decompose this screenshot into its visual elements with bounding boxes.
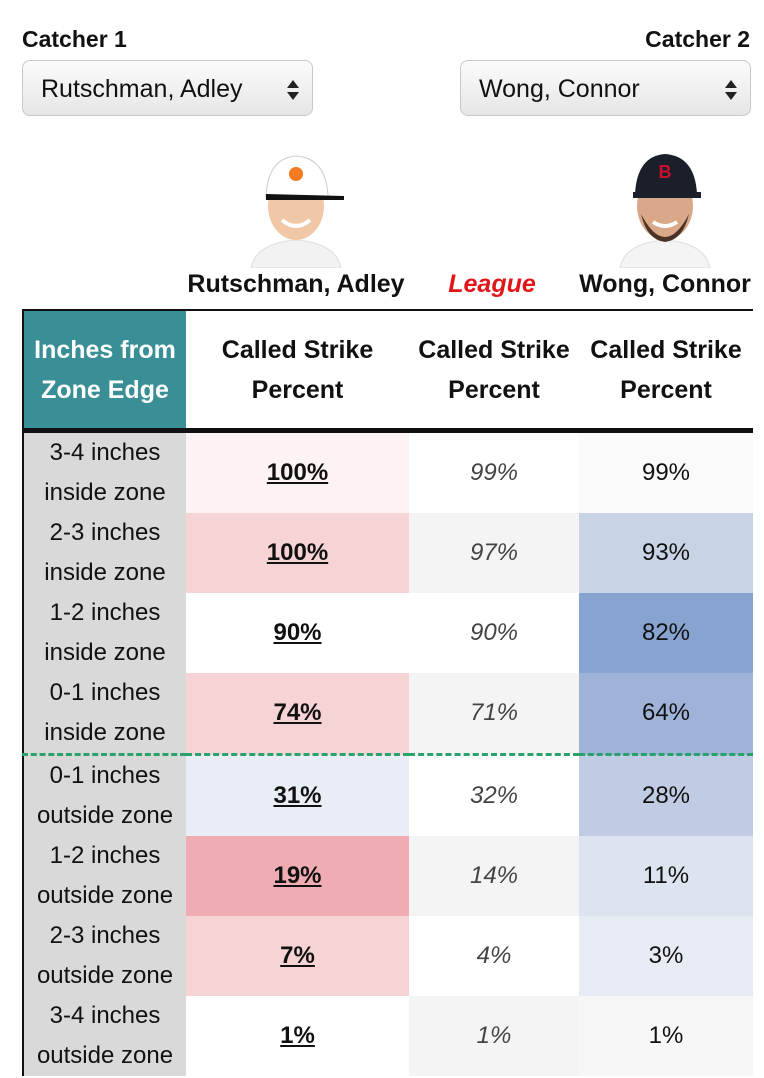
header-cell: Called Strike Percent — [186, 309, 409, 433]
header-cell: Inches from Zone Edge — [22, 309, 186, 433]
player-name: Rutschman, Adley — [187, 270, 405, 298]
catcher2-value: 11% — [579, 836, 753, 916]
row-label: 2-3 inches outside zone — [22, 916, 186, 996]
player-name: Wong, Connor — [579, 270, 751, 298]
row-label: 1-2 inches inside zone — [22, 593, 186, 673]
catcher1-value: 100% — [186, 430, 409, 513]
player-photo: B — [619, 154, 711, 268]
league-value: 4% — [409, 916, 579, 996]
row-label: 3-4 inches outside zone — [22, 996, 186, 1076]
table-row: 3-4 inches inside zone 100% 99% 99% — [22, 430, 753, 513]
player-photo — [250, 155, 345, 268]
table-row: 1-2 inches inside zone 90% 90% 82% — [22, 593, 753, 673]
catcher1-value: 31% — [186, 753, 409, 836]
catcher1-value: 74% — [186, 673, 409, 755]
row-label: 1-2 inches outside zone — [22, 836, 186, 916]
catcher2-value: 82% — [579, 593, 753, 673]
catcher1-value: 19% — [186, 836, 409, 916]
league-label: League — [448, 270, 536, 298]
catcher1-value: 90% — [186, 593, 409, 673]
header-cell: Called Strike Percent — [579, 309, 753, 433]
row-label: 2-3 inches inside zone — [22, 513, 186, 593]
row-label: 0-1 inches outside zone — [22, 753, 186, 836]
table-row: 2-3 inches inside zone 100% 97% 93% — [22, 513, 753, 593]
catcher2-value: 93% — [579, 513, 753, 593]
selector-label: Catcher 2 — [645, 26, 750, 52]
table-row: 3-4 inches outside zone 1% 1% 1% — [22, 996, 753, 1076]
league-value: 32% — [409, 753, 579, 836]
league-value: 71% — [409, 673, 579, 755]
select-arrows — [287, 80, 299, 100]
svg-text:B: B — [659, 162, 672, 182]
catcher2-value: 1% — [579, 996, 753, 1076]
table-row: 1-2 inches outside zone 19% 14% 11% — [22, 836, 753, 916]
catcher2-value: 3% — [579, 916, 753, 996]
league-value: 14% — [409, 836, 579, 916]
select-arrows — [725, 80, 737, 100]
league-value: 90% — [409, 593, 579, 673]
selected-option: Wong, Connor — [479, 75, 640, 103]
catcher-select[interactable]: Wong, Connor — [460, 60, 751, 116]
table-row: 0-1 inches inside zone 74% 71% 64% — [22, 673, 753, 755]
league-value: 1% — [409, 996, 579, 1076]
header-cell: Called Strike Percent — [409, 309, 579, 433]
header-row: Inches from Zone Edge Called Strike Perc… — [22, 309, 753, 433]
catcher2-value: 99% — [579, 430, 753, 513]
row-label: 3-4 inches inside zone — [22, 430, 186, 513]
selected-option: Rutschman, Adley — [41, 75, 243, 103]
catcher2-value: 64% — [579, 673, 753, 755]
league-value: 99% — [409, 430, 579, 513]
catcher2-value: 28% — [579, 753, 753, 836]
catcher1-value: 1% — [186, 996, 409, 1076]
comparison-table: Inches from Zone Edge Called Strike Perc… — [22, 309, 753, 1076]
catcher1-value: 100% — [186, 513, 409, 593]
league-value: 97% — [409, 513, 579, 593]
row-label: 0-1 inches inside zone — [22, 673, 186, 755]
table-row: 2-3 inches outside zone 7% 4% 3% — [22, 916, 753, 996]
table-row: 0-1 inches outside zone 31% 32% 28% — [22, 753, 753, 836]
catcher1-value: 7% — [186, 916, 409, 996]
selector-label: Catcher 1 — [22, 26, 127, 52]
catcher-select[interactable]: Rutschman, Adley — [22, 60, 313, 116]
